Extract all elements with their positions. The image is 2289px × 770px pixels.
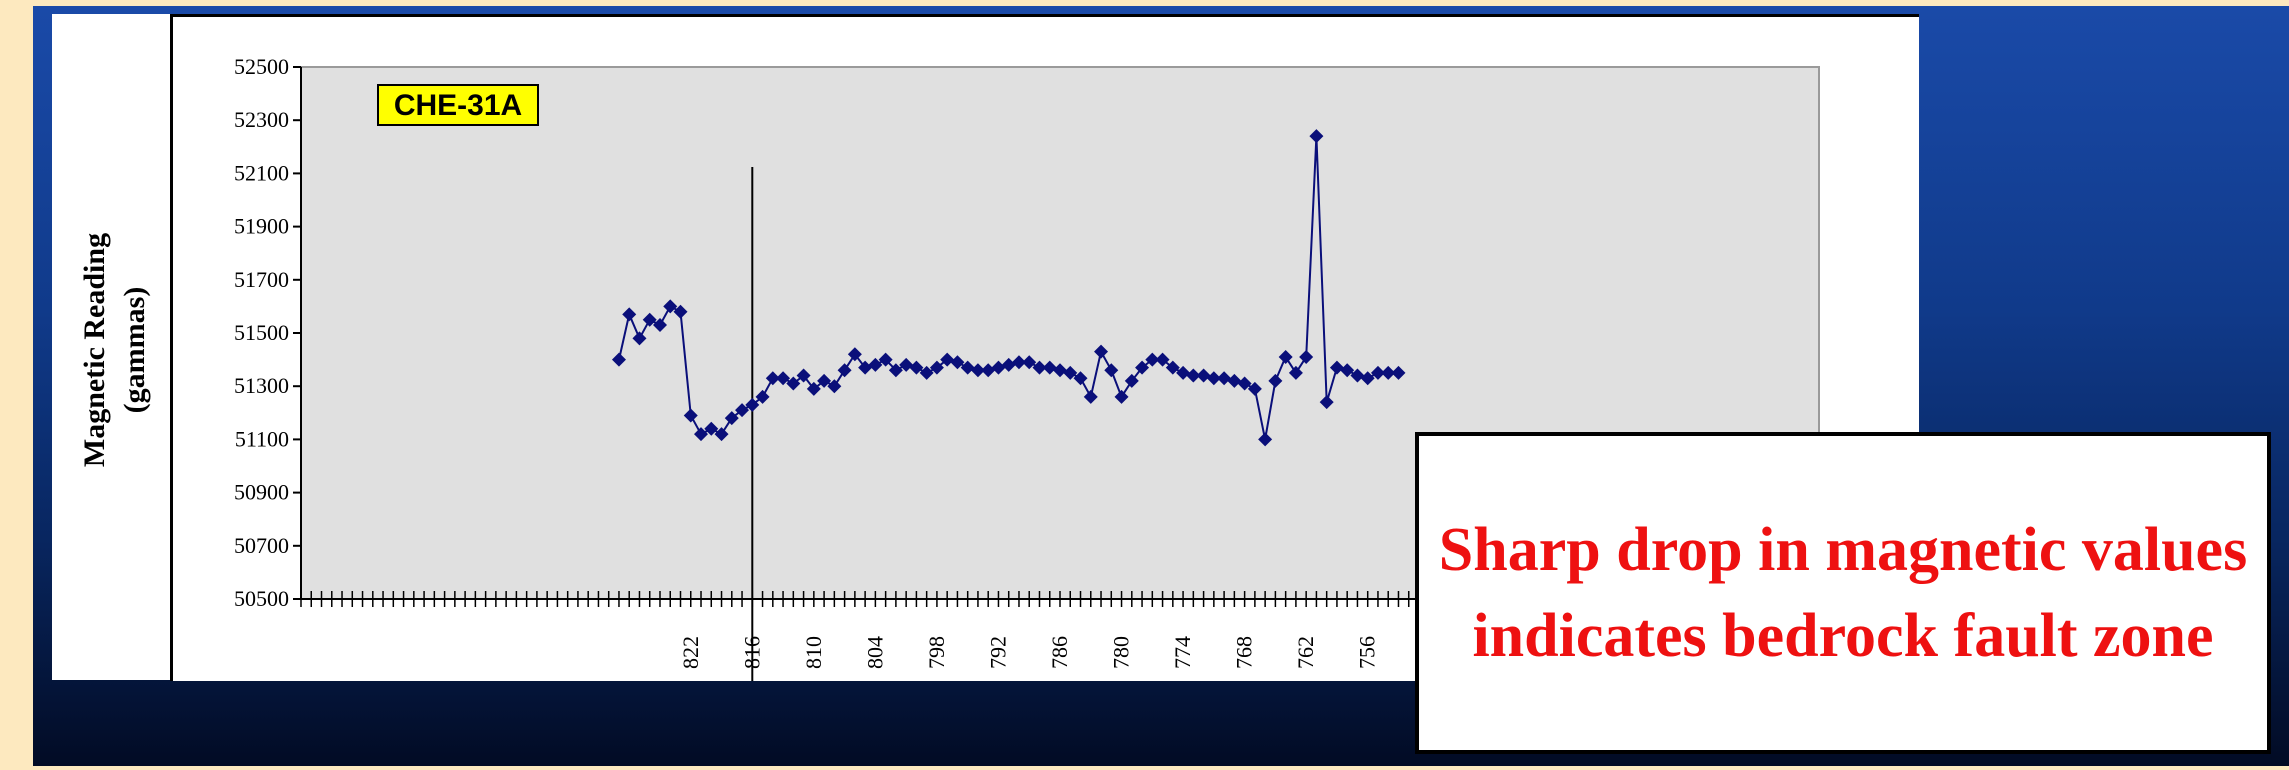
x-tick-label: 792 (985, 636, 1010, 669)
y-tick-label: 51500 (234, 320, 289, 345)
y-tick-label: 50500 (234, 586, 289, 611)
x-tick-label: 756 (1355, 636, 1380, 669)
y-axis-title: Magnetic Reading (gammas) (52, 14, 170, 680)
y-tick-label: 52100 (234, 160, 289, 185)
y-tick-label: 52500 (234, 54, 289, 79)
y-axis-label-line2: (gammas) (118, 287, 151, 414)
x-tick-label: 762 (1293, 636, 1318, 669)
y-tick-label: 50900 (234, 480, 289, 505)
callout-label: CHE-31A (394, 89, 522, 122)
y-tick-label: 51700 (234, 267, 289, 292)
x-tick-label: 822 (678, 636, 703, 669)
x-tick-label: 768 (1232, 636, 1257, 669)
annotation-note-text: Sharp drop in magnetic values indicates … (1433, 507, 2253, 679)
x-tick-label: 804 (862, 636, 887, 669)
y-tick-label: 52300 (234, 107, 289, 132)
y-axis-label-line1: Magnetic Reading (78, 233, 111, 467)
y-tick-label: 51100 (235, 426, 289, 451)
x-tick-label: 798 (924, 636, 949, 669)
annotation-note-box: Sharp drop in magnetic values indicates … (1415, 432, 2271, 754)
x-tick-label: 774 (1170, 636, 1195, 669)
y-tick-label: 50700 (234, 533, 289, 558)
chart-left-panel: Magnetic Reading (gammas) (52, 14, 170, 680)
x-tick-label: 810 (801, 636, 826, 669)
x-tick-label: 780 (1109, 636, 1134, 669)
y-tick-label: 51900 (234, 214, 289, 239)
y-tick-label: 51300 (234, 373, 289, 398)
x-tick-label: 786 (1047, 636, 1072, 669)
